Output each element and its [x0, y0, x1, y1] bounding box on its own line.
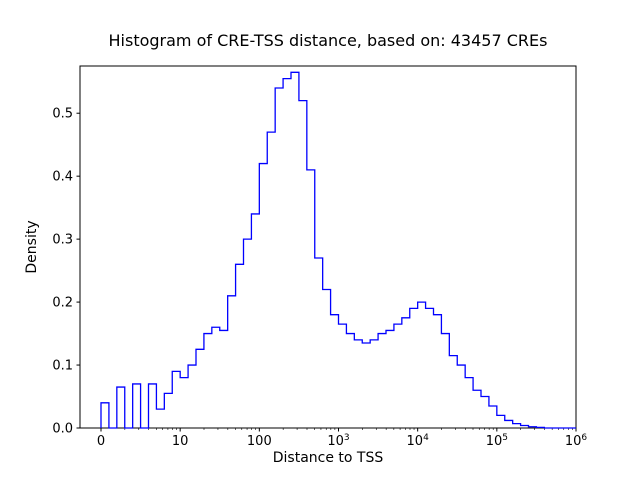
- x-axis-label: Distance to TSS: [273, 450, 384, 466]
- histogram-series: [100, 71, 576, 429]
- x-tick-label: 10: [172, 434, 189, 449]
- y-tick-label: 0.1: [52, 359, 73, 374]
- histogram-step-line: [100, 71, 576, 429]
- y-tick-label: 0.3: [52, 233, 73, 248]
- x-tick-label: 106: [565, 433, 588, 449]
- chart-title: Histogram of CRE-TSS distance, based on:…: [109, 31, 548, 50]
- x-tick-label: 0: [97, 434, 105, 449]
- x-minor-ticks: [124, 428, 573, 430]
- x-tick-label: 104: [407, 433, 430, 449]
- x-tick-label: 105: [486, 433, 508, 449]
- x-tick-label: 100: [247, 434, 272, 449]
- y-tick-label: 0.5: [52, 107, 73, 122]
- x-tick-label: 103: [327, 433, 349, 449]
- y-tick-label: 0.4: [52, 170, 73, 185]
- plot-area-border: [79, 65, 577, 429]
- y-axis-label: Density: [24, 220, 40, 273]
- y-tick-label: 0.0: [52, 422, 73, 437]
- y-tick-label: 0.2: [52, 296, 73, 311]
